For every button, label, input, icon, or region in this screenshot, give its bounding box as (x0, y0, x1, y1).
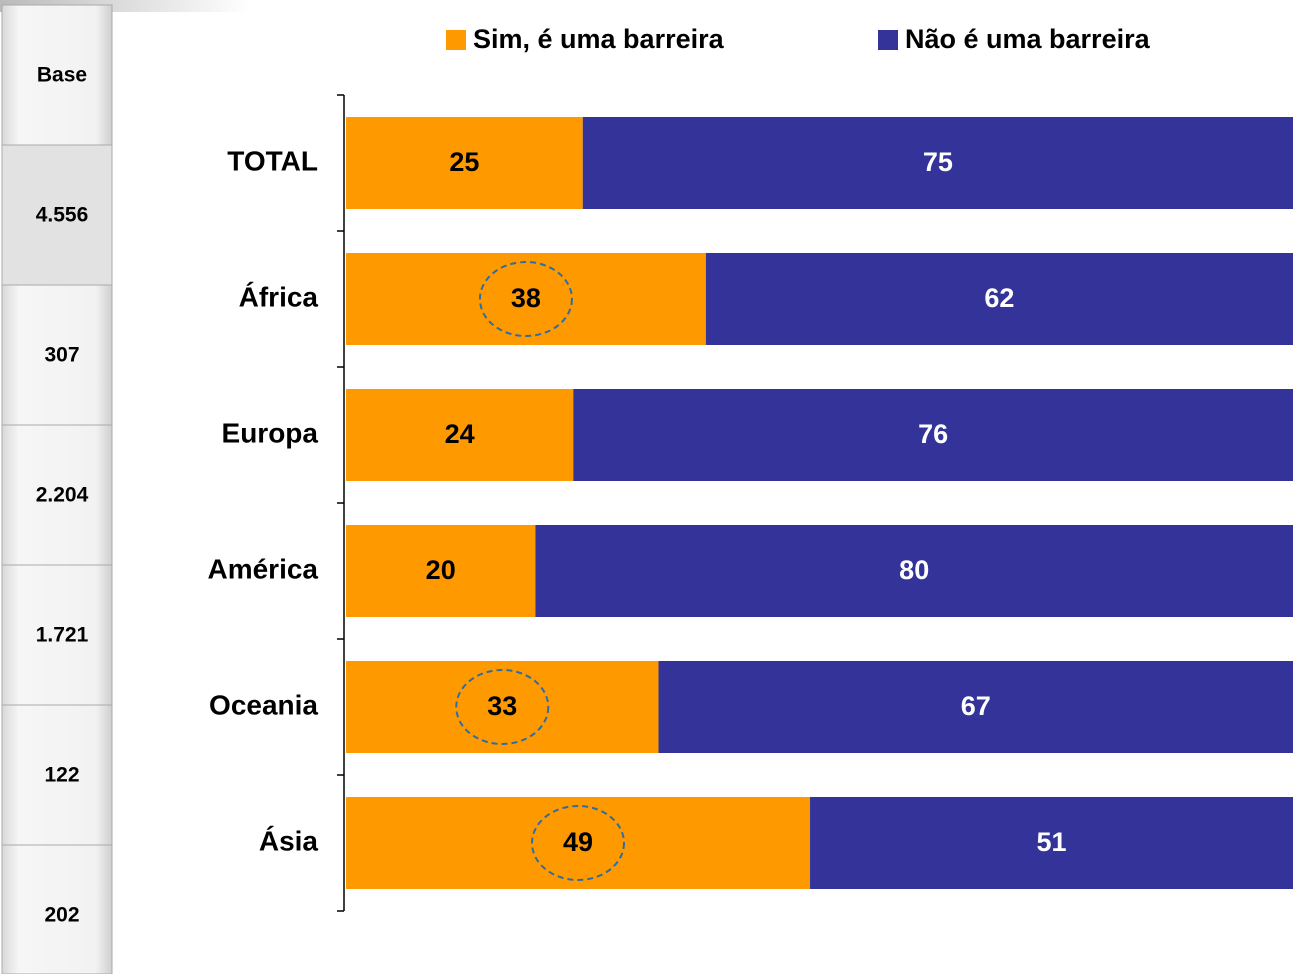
base-cell (1, 424, 113, 566)
bar-segment (346, 525, 536, 617)
category-label: TOTAL (227, 145, 318, 176)
base-value: 202 (44, 904, 79, 927)
base-cell (1, 284, 113, 426)
bar-segment (346, 661, 659, 753)
highlight-circle (455, 669, 550, 745)
base-title: Base (37, 64, 87, 87)
base-cell (1, 4, 113, 146)
legend-swatch (878, 30, 898, 50)
value-label: 51 (1036, 827, 1066, 857)
base-value: 4.556 (36, 204, 89, 227)
base-cell (1, 844, 113, 974)
legend-label: Não é uma barreira (905, 24, 1151, 54)
category-label: América (207, 553, 318, 584)
value-label: 38 (511, 283, 541, 313)
highlight-circle (478, 261, 573, 337)
base-value: 2.204 (36, 484, 89, 507)
bar-segment (582, 117, 1293, 209)
value-label: 80 (899, 555, 929, 585)
legend-swatch (446, 30, 466, 50)
bar-segment (346, 253, 706, 345)
legend-label: Sim, é uma barreira (473, 24, 725, 54)
bar-segment (810, 797, 1293, 889)
base-cell (1, 704, 113, 846)
value-label: 76 (918, 419, 948, 449)
value-label: 49 (563, 827, 593, 857)
value-label: 33 (487, 691, 517, 721)
bar-segment (346, 797, 811, 889)
category-label: Ásia (259, 825, 319, 856)
base-value: 122 (44, 764, 79, 787)
bar-segment (705, 253, 1293, 345)
value-label: 25 (449, 147, 479, 177)
highlight-circle (531, 805, 626, 881)
value-label: 75 (923, 147, 953, 177)
category-label: África (239, 281, 319, 312)
value-label: 62 (984, 283, 1014, 313)
base-column: Base 4.556 307 2.204 1.721 122 202 (1, 4, 113, 974)
bar-segment (346, 389, 574, 481)
bar-segment (346, 117, 583, 209)
base-value: 307 (44, 344, 79, 367)
plot: Sim, é uma barreira Não é uma barreira TOT… (207, 24, 1293, 912)
base-cell (1, 564, 113, 706)
category-label: Europa (222, 417, 319, 448)
bar-segment (658, 661, 1293, 753)
value-label: 24 (445, 419, 475, 449)
bar-segment (535, 525, 1293, 617)
value-label: 20 (426, 555, 456, 585)
category-label: Oceania (209, 689, 318, 720)
bar-segment (573, 389, 1293, 481)
value-label: 67 (961, 691, 991, 721)
base-value: 1.721 (36, 624, 89, 647)
